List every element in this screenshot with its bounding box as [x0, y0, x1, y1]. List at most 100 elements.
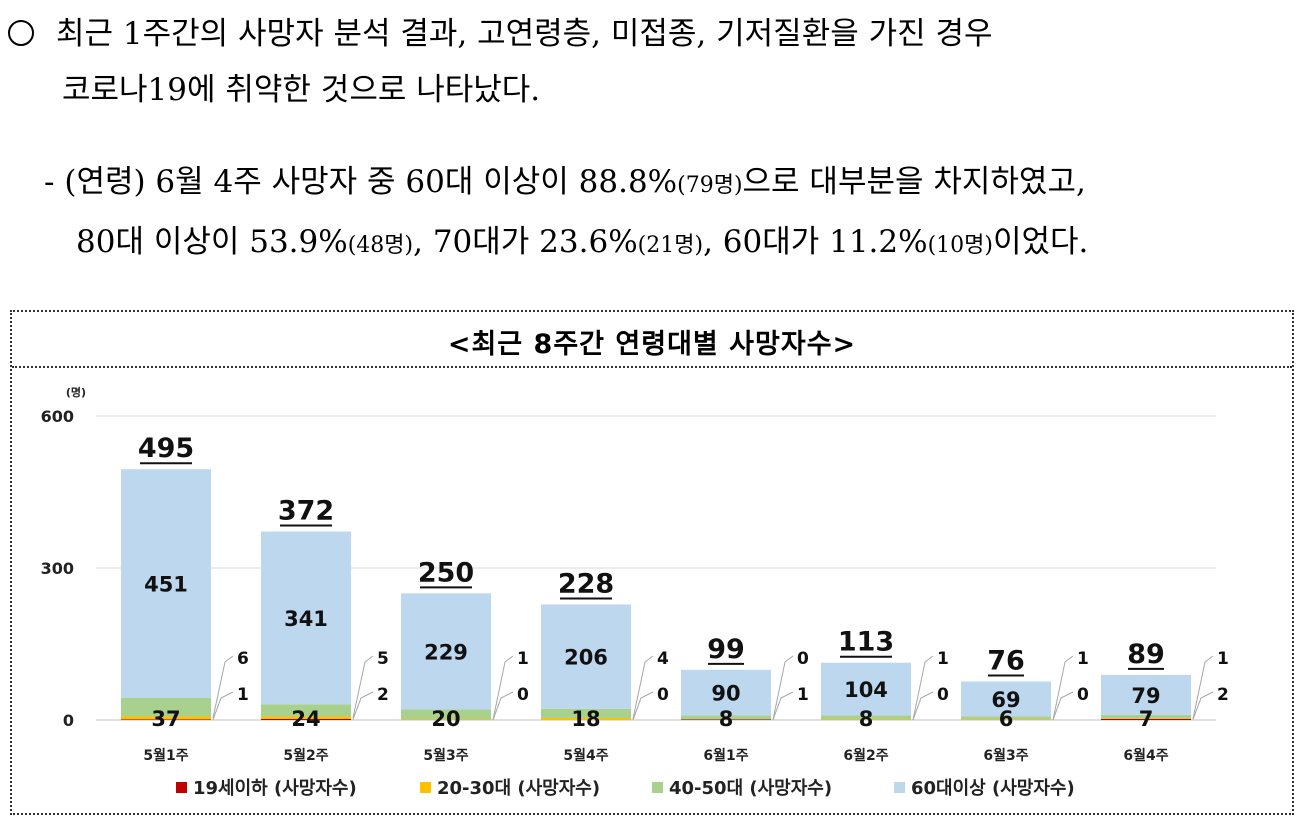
- bar-segment: [961, 719, 1051, 720]
- data-label-40-50: 8: [859, 707, 874, 731]
- x-tick-label: 6월3주: [983, 747, 1028, 764]
- data-label-60plus: 104: [844, 678, 888, 702]
- paragraph-1-line-1-text: 최근 1주간의 사망자 분석 결과, 고연령층, 미접종, 기저질환을 가진 경…: [56, 16, 993, 52]
- data-label-20-30: 1: [937, 649, 949, 669]
- bar-segment: [121, 719, 211, 720]
- bar-segment: [961, 716, 1051, 720]
- paragraph-2-line-2: 80대 이상이 53.9%(48명), 70대가 23.6%(21명), 60대…: [76, 222, 1088, 266]
- callout-leader-line: [352, 691, 374, 720]
- legend-swatch: [894, 782, 905, 793]
- data-label-40-50: 18: [571, 707, 600, 731]
- y-tick-label: 0: [63, 711, 74, 730]
- data-label-19-under: 1: [797, 685, 809, 705]
- bar-segment: [1101, 718, 1191, 720]
- bar-segment: [261, 531, 351, 705]
- paragraph-1-line-2: 코로나19에 취약한 것으로 나타났다.: [62, 72, 541, 108]
- count-79: (79명): [677, 173, 743, 198]
- bar-segment: [1101, 674, 1191, 715]
- age-text-tail: 이었다.: [993, 224, 1089, 260]
- callout-leader-line: [1052, 691, 1074, 721]
- legend-label: 20-30대 (사망자수): [437, 778, 600, 799]
- stacked-bar-chart: 0300600(명)5월1주45137495615월2주34124372525월…: [41, 385, 1229, 799]
- callout-leader-line: [492, 691, 514, 721]
- callout-leader-line: [1192, 691, 1214, 720]
- callout-leader-line: [1052, 655, 1074, 720]
- bar-segment: [261, 718, 351, 720]
- callout-leader-line: [632, 691, 654, 721]
- bar-segment: [401, 709, 491, 720]
- data-label-60plus: 229: [424, 640, 468, 664]
- legend-swatch: [652, 782, 663, 793]
- count-10: (10명): [927, 233, 993, 258]
- data-label-40-50: 8: [719, 707, 734, 731]
- age-80-text: 80대 이상이 53.9%: [76, 224, 348, 260]
- data-label-20-30: 6: [237, 649, 249, 669]
- bar-segment: [541, 717, 631, 720]
- callout-leader-line: [912, 691, 934, 721]
- bar-segment: [541, 604, 631, 709]
- data-label-40-50: 6: [999, 707, 1014, 731]
- callout-leader-line: [772, 691, 794, 720]
- total-label: 372: [278, 496, 334, 527]
- callout-leader-line: [772, 655, 794, 720]
- age-60-text: , 60대가 11.2%: [703, 224, 928, 260]
- total-label: 250: [418, 557, 474, 588]
- bar-segment: [261, 716, 351, 719]
- data-label-20-30: 1: [517, 649, 529, 669]
- callout-leader-line: [912, 655, 934, 720]
- bar-segment: [541, 708, 631, 718]
- data-label-20-30: 1: [1217, 649, 1229, 669]
- data-label-40-50: 37: [151, 707, 180, 731]
- data-label-19-under: 0: [657, 685, 669, 705]
- legend-label: 19세이하 (사망자수): [193, 778, 357, 799]
- legend-label: 40-50대 (사망자수): [669, 778, 832, 799]
- paragraph-2-line-1: - (연령) 6월 4주 사망자 중 60대 이상이 88.8%(79명)으로 …: [44, 162, 1086, 206]
- bar-segment: [821, 662, 911, 716]
- bar-segment: [261, 704, 351, 717]
- x-tick-label: 6월2주: [843, 747, 888, 764]
- data-label-40-50: 20: [431, 707, 460, 731]
- count-48: (48명): [347, 233, 414, 258]
- dash-bullet: -: [44, 164, 55, 200]
- x-tick-label: 5월3주: [423, 747, 468, 764]
- data-label-60plus: 69: [991, 688, 1020, 712]
- chart-title: <최근 8주간 연령대별 사망자수>: [447, 329, 857, 360]
- data-label-60plus: 206: [564, 646, 608, 670]
- bar-segment: [681, 719, 771, 720]
- callout-leader-line: [492, 655, 514, 720]
- y-tick-label: 300: [41, 559, 74, 578]
- total-label: 495: [138, 433, 194, 464]
- callout-leader-line: [212, 655, 234, 719]
- count-21: (21명): [637, 233, 704, 258]
- data-label-19-under: 0: [937, 685, 949, 705]
- bar-segment: [1101, 718, 1191, 719]
- legend-swatch: [176, 782, 187, 793]
- circle-bullet-icon: [8, 20, 34, 46]
- chart-frame: <최근 8주간 연령대별 사망자수> 0 300 6 0 0 (명) 5월1주 451 37 49…: [10, 310, 1294, 815]
- data-label-20-30: 1: [1077, 649, 1089, 669]
- x-tick-label: 5월4주: [563, 747, 608, 764]
- x-tick-label: 5월1주: [143, 747, 188, 764]
- bar-segment: [681, 715, 771, 720]
- bar-segment: [821, 715, 911, 720]
- age-70-text: , 70대가 23.6%: [413, 224, 638, 260]
- legend-label: 60대이상 (사망자수): [911, 778, 1075, 799]
- data-label-19-under: 2: [377, 685, 389, 705]
- bar-segment: [681, 669, 771, 716]
- bar-segment: [821, 719, 911, 720]
- x-tick-label: 6월1주: [703, 747, 748, 764]
- callout-leader-line: [352, 655, 374, 718]
- data-label-40-50: 24: [291, 707, 320, 731]
- bar-segment: [401, 719, 491, 720]
- total-label: 76: [987, 645, 1025, 676]
- bar-segment: [121, 716, 211, 720]
- x-tick-label: 6월4주: [1123, 747, 1168, 764]
- data-label-60plus: 451: [144, 572, 188, 596]
- y-unit-label: (명): [66, 385, 86, 399]
- data-label-19-under: 0: [1077, 685, 1089, 705]
- x-tick-label: 5월2주: [283, 747, 328, 764]
- callout-leader-line: [212, 691, 234, 720]
- total-label: 113: [838, 627, 894, 658]
- age-summary-text: (연령) 6월 4주 사망자 중 60대 이상이 88.8%: [64, 164, 678, 200]
- bar-segment: [401, 593, 491, 710]
